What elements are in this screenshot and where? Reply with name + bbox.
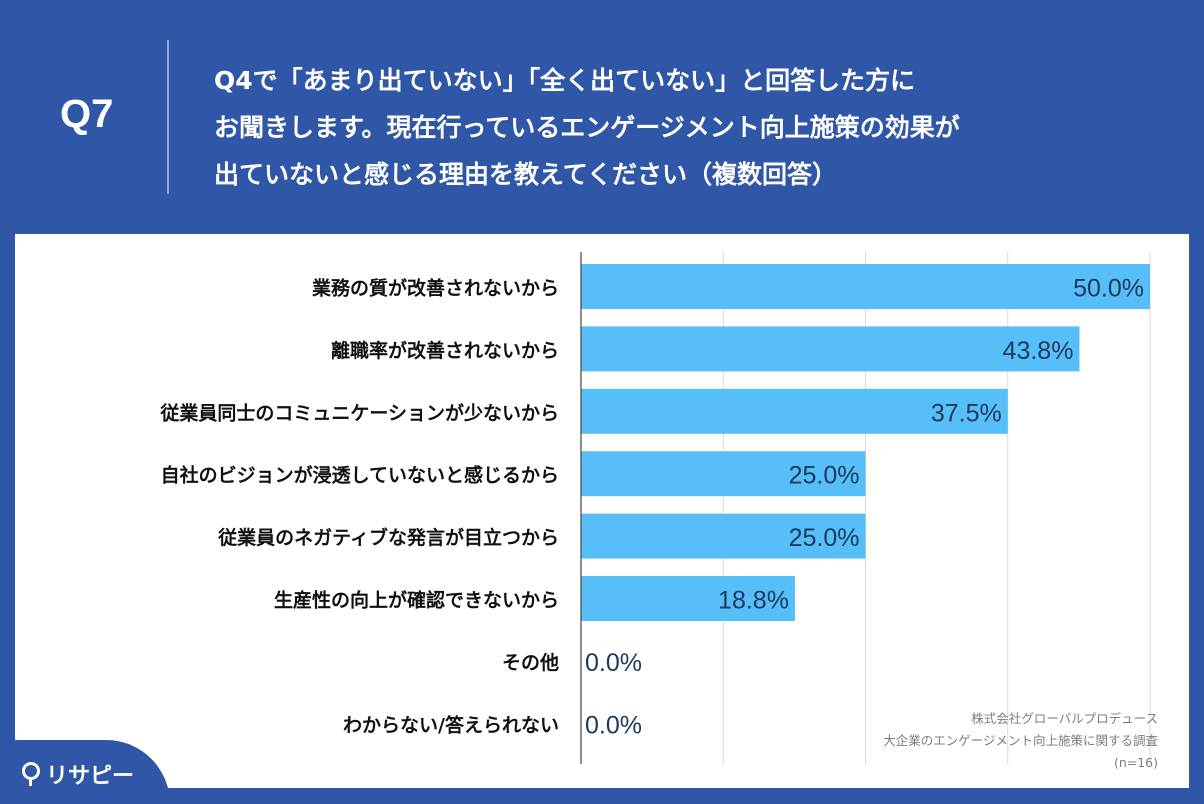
value-label-6: 0.0%	[585, 649, 642, 677]
bar-4	[581, 513, 866, 559]
question-line-2: お聞きします。現在行っているエンゲージメント向上施策の効果が	[214, 113, 960, 142]
category-label-0: 業務の質が改善されないから	[311, 277, 559, 300]
chart-panel: 業務の質が改善されないから 50.0% 離職率が改善されないから 43.8% 従業員同士…	[15, 234, 1189, 788]
logo-text: リサピー	[46, 764, 135, 789]
credit-company: 株式会社グローバルプロデュース	[971, 711, 1158, 726]
logo-pin-icon	[22, 762, 40, 786]
value-label-1: 43.8%	[1003, 337, 1074, 365]
category-label-6: その他	[502, 651, 559, 674]
category-label-1: 離職率が改善されないから	[331, 339, 559, 362]
risapy-logo: リサピー	[0, 740, 170, 804]
value-label-3: 25.0%	[789, 462, 860, 490]
credit-survey: 大企業のエンゲージメント向上施策に関する調査	[883, 733, 1158, 748]
question-line-1: Q4で「あまり出ていない」「全く出ていない」と回答した方に	[214, 66, 916, 95]
question-line-3: 出ていないと感じる理由を教えてください（複数回答）	[214, 160, 838, 189]
bar-3	[581, 451, 866, 497]
question-text: Q4で「あまり出ていない」「全く出ていない」と回答した方に お聞きします。現在行…	[214, 57, 1174, 198]
header: Q7 Q4で「あまり出ていない」「全く出ていない」と回答した方に お聞きします。…	[0, 0, 1204, 232]
value-label-4: 25.0%	[789, 524, 860, 552]
credit-block: 株式会社グローバルプロデュース 大企業のエンゲージメント向上施策に関する調査 (…	[883, 708, 1158, 774]
question-number: Q7	[60, 92, 114, 136]
category-label-3: 自社のビジョンが浸透していないと感じるから	[161, 464, 559, 487]
bar-1	[581, 326, 1080, 372]
bar-5	[581, 576, 795, 621]
credit-sample-size: (n=16)	[1113, 755, 1158, 770]
category-label-4: 従業員のネガティブな発言が目立つから	[217, 526, 559, 549]
bar-2	[581, 388, 1008, 434]
value-label-7: 0.0%	[585, 711, 642, 739]
value-label-0: 50.0%	[1073, 275, 1144, 303]
category-label-5: 生産性の向上が確認できないから	[274, 589, 559, 612]
bar-chart: 業務の質が改善されないから 50.0% 離職率が改善されないから 43.8% 従業員同士…	[159, 252, 1151, 764]
value-label-2: 37.5%	[931, 399, 1002, 427]
value-label-5: 18.8%	[718, 587, 789, 615]
category-label-2: 従業員同士のコミュニケーションが少ないから	[159, 401, 559, 424]
bar-0	[581, 264, 1150, 309]
header-divider	[167, 40, 169, 194]
category-label-7: わからない/答えられない	[343, 713, 559, 736]
